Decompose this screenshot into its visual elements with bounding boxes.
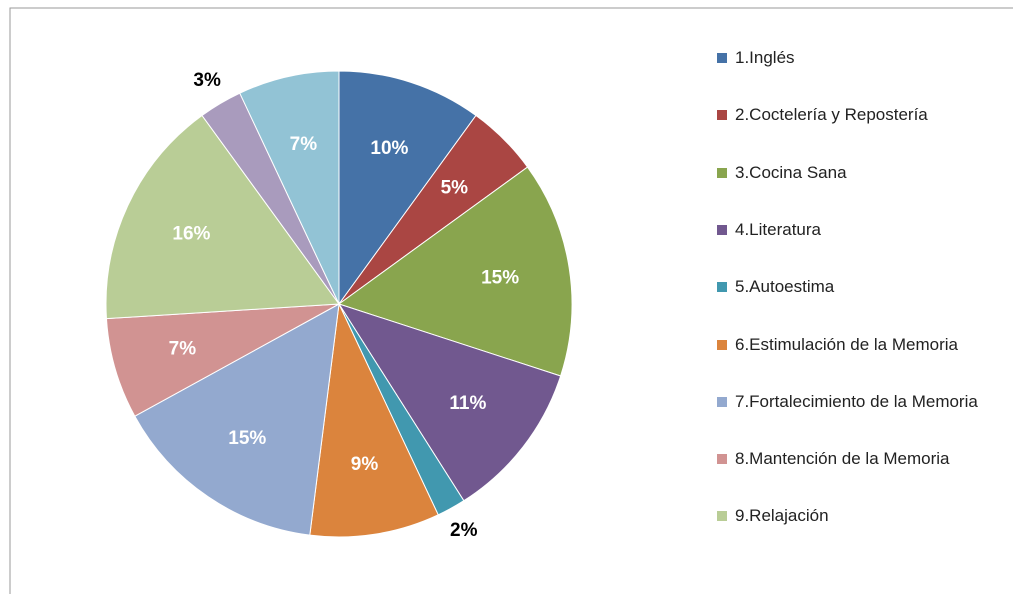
legend-swatch: [717, 454, 727, 465]
legend-entry: 3.Cocina Sana: [717, 159, 997, 187]
data-label: 10%: [370, 138, 408, 159]
legend-swatch: [717, 53, 727, 63]
pie-slice: [239, 70, 340, 305]
legend-entry: 9.Relajación: [717, 502, 997, 530]
legend-swatch: [717, 110, 727, 121]
legend-label: 2.Coctelería y Repostería: [735, 105, 928, 125]
legend-entry: 5.Autoestima: [717, 273, 997, 301]
legend-swatch: [717, 282, 727, 293]
data-label: 15%: [481, 268, 519, 289]
legend-swatch: [717, 396, 727, 407]
data-label: 11%: [449, 393, 486, 414]
legend-swatch: [717, 511, 727, 522]
legend-entry: 2.Coctelería y Repostería: [717, 101, 997, 129]
legend-entry: 6.Estimulación de la Memoria: [717, 331, 997, 359]
legend-label: 1.Inglés: [735, 48, 795, 67]
pie-slice: [309, 302, 439, 538]
legend-label: 7.Fortalecimiento de la Memoria: [735, 391, 978, 411]
data-label: 5%: [441, 178, 469, 199]
data-label: 9%: [351, 454, 379, 475]
frame: [9, 7, 1013, 594]
legend-label: 4.Literatura: [735, 219, 821, 239]
legend-entry: 8.Mantención de la Memoria: [717, 445, 997, 473]
legend-label: 8.Mantención de la Memoria: [735, 449, 950, 469]
pie-slice: [337, 166, 573, 377]
legend-swatch: [717, 224, 727, 235]
data-label: 15%: [228, 428, 266, 449]
legend-label: 5.Autoestima: [735, 277, 835, 297]
pie-slice: [105, 114, 340, 320]
pie-slice: [105, 303, 340, 417]
legend-label: 6.Estimulación de la Memoria: [735, 334, 958, 354]
legend-entry: 4.Literatura: [717, 216, 997, 244]
pie-slice: [134, 303, 340, 536]
legend-entry: 1.Inglés: [717, 44, 997, 72]
data-label: 16%: [172, 224, 210, 245]
pie-slice: [338, 70, 477, 306]
legend-entry: 7.Fortalecimiento de la Memoria: [717, 388, 997, 416]
legend-label: 9.Relajación: [735, 506, 829, 526]
legend-label: 3.Cocina Sana: [735, 162, 847, 182]
legend-swatch: [717, 167, 727, 178]
data-label: 7%: [290, 134, 318, 155]
legend-swatch: [717, 339, 727, 350]
data-label: 3%: [193, 70, 221, 91]
pie-slice: [337, 303, 562, 502]
data-label: 2%: [450, 520, 478, 541]
data-label: 7%: [169, 339, 197, 360]
